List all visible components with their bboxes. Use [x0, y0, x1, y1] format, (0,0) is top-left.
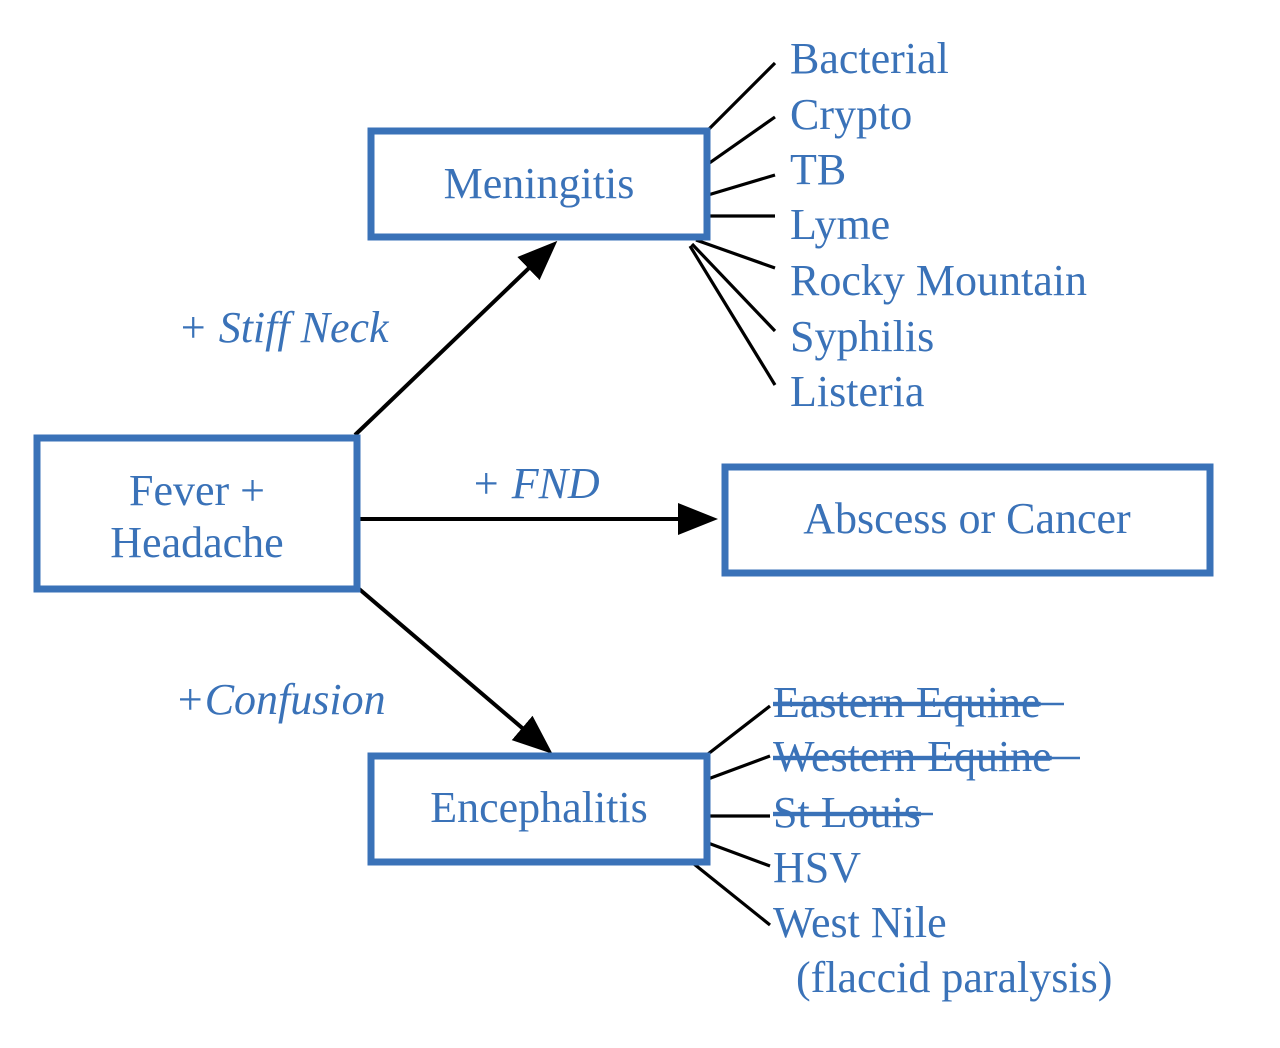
arrow-to-meningitis [353, 240, 558, 437]
list-item: Bacterial [790, 34, 949, 83]
edge-label-confusion: +Confusion [175, 675, 386, 724]
start-node-line2: Headache [110, 518, 283, 567]
list-item: Crypto [790, 90, 912, 139]
start-node-box [33, 434, 361, 593]
connector-west-nile [692, 862, 772, 927]
list-item: Eastern Equine [773, 678, 1041, 727]
abscess-node-label: Abscess or Cancer [803, 494, 1131, 543]
list-item: Lyme [790, 200, 890, 249]
edge-label-stiff-neck: + Stiff Neck [178, 303, 390, 352]
list-item: TB [790, 145, 846, 194]
connector-rocky-mountain [695, 238, 776, 270]
connector-western-equine [707, 754, 771, 781]
connector-bacterial [706, 61, 777, 132]
encephalitis-node-box [367, 752, 711, 866]
list-item: Rocky Mountain [790, 256, 1087, 305]
meningitis-node-box [367, 127, 711, 241]
encephalitis-connectors [692, 704, 772, 927]
encephalitis-causes-list: Eastern Equine Western Equine St Louis H… [773, 678, 1112, 1002]
encephalitis-node: Encephalitis [367, 752, 711, 866]
start-node-line1: Fever + [129, 466, 265, 515]
list-item: HSV [773, 843, 861, 892]
abscess-node: Abscess or Cancer [721, 463, 1214, 577]
meningitis-node-label: Meningitis [444, 159, 635, 208]
list-item: St Louis [773, 788, 921, 837]
list-item: Listeria [790, 367, 924, 416]
connector-crypto [707, 115, 776, 166]
start-node: Fever + Headache [33, 434, 361, 593]
list-item: Syphilis [790, 312, 934, 361]
list-item-note: (flaccid paralysis) [796, 953, 1112, 1002]
encephalitis-node-label: Encephalitis [430, 783, 648, 832]
edge-label-fnd: + FND [471, 459, 600, 508]
strike-lines [773, 702, 1080, 816]
arrow-to-encephalitis [356, 586, 553, 754]
meningitis-causes-list: Bacterial Crypto TB Lyme Rocky Mountain … [790, 34, 1087, 416]
meningitis-connectors [688, 61, 777, 386]
connector-syphilis [690, 242, 777, 333]
abscess-node-box [721, 463, 1214, 577]
connector-listeria [688, 245, 777, 386]
list-item: West Nile [773, 898, 947, 947]
list-item: Western Equine [773, 732, 1052, 781]
connector-eastern-equine [707, 704, 771, 756]
connector-hsv [707, 841, 771, 868]
connector-tb [707, 173, 776, 197]
meningitis-node: Meningitis [367, 127, 711, 241]
